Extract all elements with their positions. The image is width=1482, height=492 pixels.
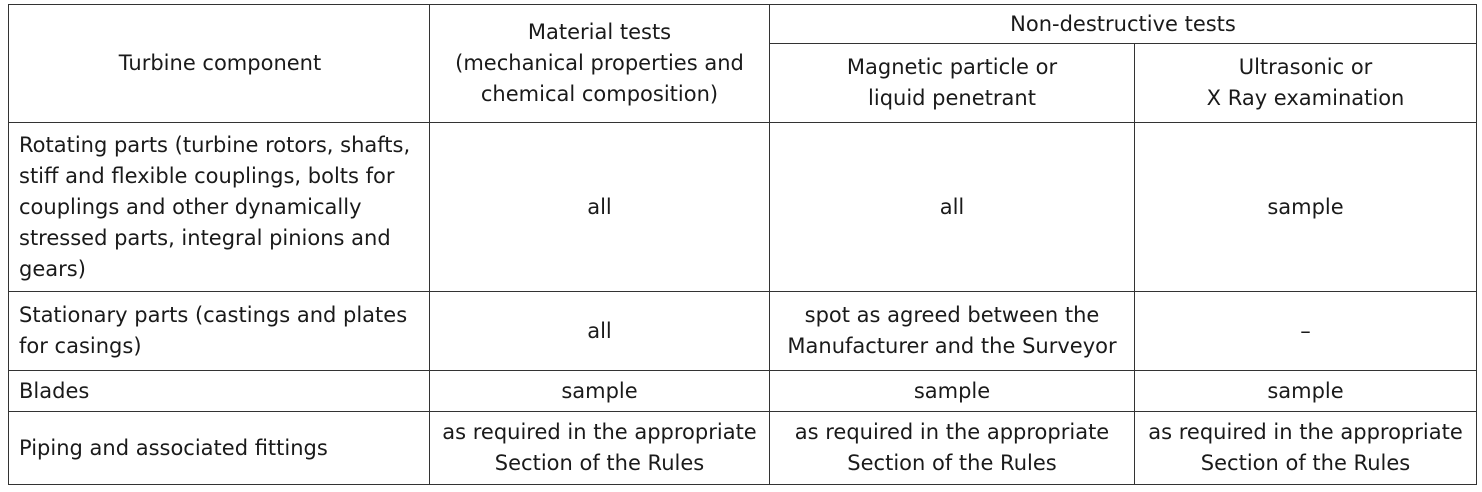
cell-material-tests: sample: [429, 370, 770, 412]
cell-magnetic-particle: sample: [769, 370, 1135, 412]
cell-magnetic-particle: as required in the appropriate Section o…: [769, 411, 1135, 485]
header-row-1: Turbine component Material tests (mechan…: [8, 4, 1478, 123]
table-row: Rotating parts (turbine rotors, shafts, …: [8, 122, 1478, 292]
cell-component: Rotating parts (turbine rotors, shafts, …: [8, 122, 430, 292]
cell-material-tests: all: [429, 291, 770, 371]
table-row: Piping and associated fittings as requir…: [8, 411, 1478, 485]
header-material-tests: Material tests (mechanical properties an…: [429, 4, 770, 123]
turbine-tests-table: Turbine component Material tests (mechan…: [8, 4, 1478, 485]
cell-ultrasonic: as required in the appropriate Section o…: [1133, 411, 1478, 485]
cell-material-tests: all: [429, 122, 770, 292]
cell-component: Blades: [8, 370, 430, 412]
cell-magnetic-particle: spot as agreed between the Manufacturer …: [769, 291, 1135, 371]
header-magnetic-particle: Magnetic particle or liquid penetrant: [769, 43, 1135, 123]
header-non-destructive-tests: Non-destructive tests: [768, 4, 1478, 44]
table-row: Stationary parts (castings and plates fo…: [8, 291, 1478, 371]
cell-ultrasonic: sample: [1133, 122, 1478, 292]
cell-magnetic-particle: all: [769, 122, 1135, 292]
cell-component: Piping and associated fittings: [8, 411, 430, 485]
header-ultrasonic: Ultrasonic or X Ray examination: [1133, 43, 1478, 123]
header-row-2: Magnetic particle or liquid penetrant Ul…: [9, 43, 1478, 123]
cell-material-tests: as required in the appropriate Section o…: [429, 411, 770, 485]
header-turbine-component: Turbine component: [8, 4, 430, 123]
table-row: Blades sample sample sample: [8, 370, 1478, 412]
cell-ultrasonic: sample: [1133, 370, 1478, 412]
cell-ultrasonic: –: [1133, 291, 1478, 371]
cell-component: Stationary parts (castings and plates fo…: [8, 291, 430, 371]
